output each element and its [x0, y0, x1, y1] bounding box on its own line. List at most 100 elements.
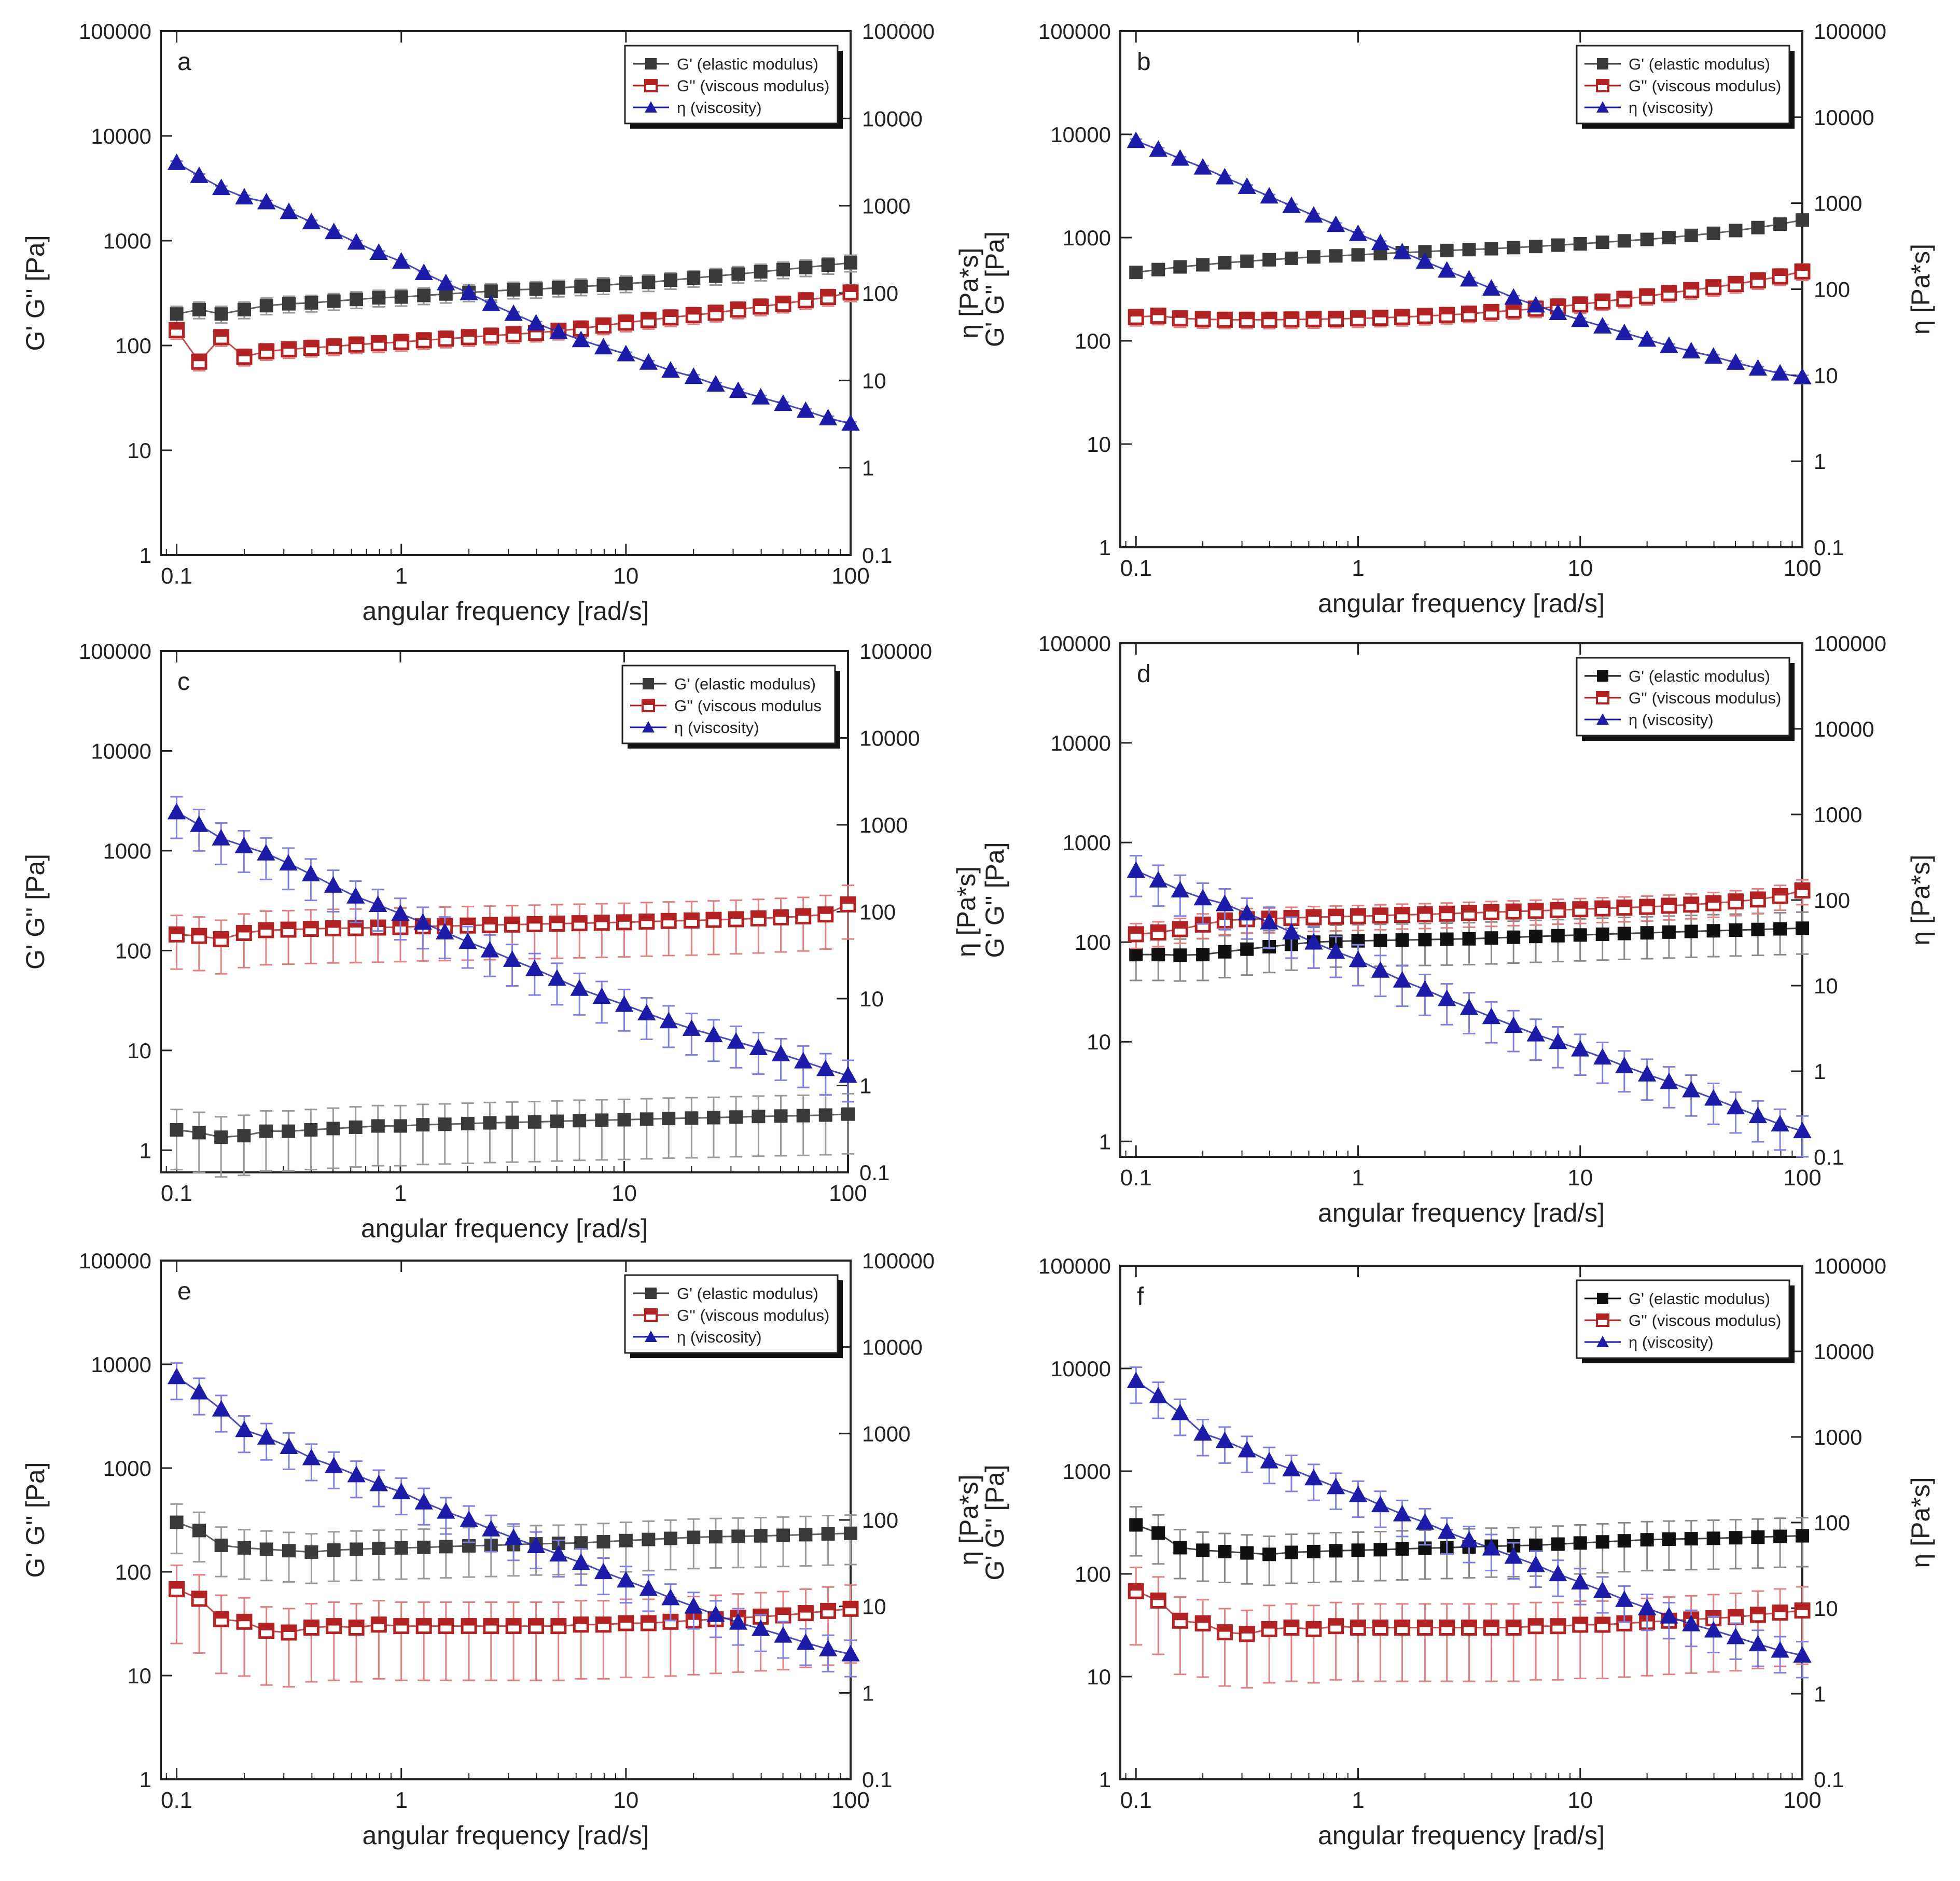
data-point	[1751, 220, 1765, 234]
data-point-fill	[484, 329, 498, 336]
data-point	[1573, 237, 1587, 251]
data-point-fill	[1595, 295, 1609, 301]
data-point	[1507, 930, 1521, 944]
y2-tick-label: 100	[1814, 1511, 1850, 1535]
chart-panel-d: 0.1 1 10 100 1 10 100 1000 10000 100000 0.1 1 10 100 1…	[980, 631, 1935, 1227]
data-point	[526, 1537, 546, 1553]
data-point-fill	[214, 330, 228, 337]
data-point	[282, 1124, 296, 1138]
data-point	[1793, 1122, 1812, 1139]
data-point	[1504, 1016, 1523, 1033]
y-tick-label: 1000	[1063, 831, 1111, 855]
data-point	[1751, 1530, 1765, 1544]
data-point	[1640, 1533, 1654, 1547]
data-point-fill	[507, 1619, 521, 1626]
legend-marker	[1596, 1336, 1609, 1347]
data-point	[1462, 932, 1476, 946]
y2-tick-label: 1000	[859, 813, 908, 837]
data-point	[170, 1123, 184, 1137]
data-point	[1615, 1056, 1634, 1073]
legend-marker	[643, 678, 654, 689]
x-axis-label: angular frequency [rad/s]	[1318, 1821, 1605, 1850]
data-point	[1129, 948, 1143, 962]
data-point	[212, 828, 230, 846]
data-point	[615, 995, 634, 1012]
data-point-fill	[1573, 297, 1587, 304]
data-point	[1284, 251, 1298, 265]
x-tick-label: 10	[1567, 1165, 1593, 1191]
data-point	[637, 1003, 656, 1020]
data-point	[237, 302, 251, 316]
series-viscosity	[1127, 854, 1812, 1158]
data-point	[1215, 1431, 1234, 1448]
y-tick-label: 10	[127, 438, 151, 463]
y2-tick-label: 1000	[1814, 191, 1862, 216]
data-point	[1196, 258, 1210, 272]
data-point	[1771, 1115, 1789, 1132]
data-point	[257, 192, 276, 210]
data-point	[235, 1420, 254, 1437]
data-point-fill	[1329, 910, 1343, 917]
data-point	[1173, 948, 1187, 962]
data-point	[1482, 1007, 1501, 1025]
data-point	[729, 1613, 747, 1630]
y2-axis-label: η [Pa*s]	[954, 247, 983, 338]
data-point	[574, 1536, 588, 1550]
series-elastic	[1129, 911, 1809, 982]
data-point	[372, 1541, 386, 1555]
data-point	[754, 1529, 768, 1543]
data-point	[347, 1465, 366, 1483]
data-point	[818, 1108, 832, 1122]
data-point-fill	[439, 331, 453, 338]
x-axis-label: angular frequency [rad/s]	[362, 597, 649, 626]
y-tick-label: 1000	[1063, 1459, 1111, 1484]
data-point-fill	[1218, 313, 1232, 320]
y2-tick-label: 1000	[862, 1421, 910, 1446]
data-point	[1593, 1048, 1612, 1065]
y2-tick-label: 1	[1814, 1682, 1826, 1706]
y-tick-label: 100	[1075, 329, 1111, 353]
data-point-fill	[372, 1617, 386, 1624]
data-point-fill	[663, 311, 677, 317]
data-point-fill	[1706, 896, 1720, 903]
data-point	[821, 1527, 835, 1541]
legend-marker	[645, 1288, 657, 1299]
data-point-fill	[799, 293, 813, 300]
data-point	[1171, 881, 1190, 897]
data-point	[214, 307, 228, 321]
x-tick-label: 0.1	[1120, 1788, 1152, 1813]
data-point	[1215, 894, 1234, 911]
data-point	[1771, 364, 1789, 381]
legend-marker-fill	[645, 80, 657, 85]
data-point	[1796, 921, 1809, 935]
data-point-fill	[1773, 269, 1787, 276]
data-point	[1482, 279, 1501, 296]
data-point	[1238, 1441, 1256, 1458]
data-point	[1726, 353, 1745, 370]
data-point	[548, 969, 566, 986]
y2-tick-label: 100000	[1814, 19, 1886, 44]
data-point	[214, 1538, 228, 1552]
data-point	[350, 293, 364, 307]
data-point-fill	[1329, 312, 1343, 319]
data-point	[394, 290, 408, 304]
data-point	[687, 271, 701, 285]
data-point	[640, 1112, 654, 1126]
y2-tick-label: 10	[859, 987, 884, 1011]
data-point	[1660, 336, 1678, 353]
data-point-fill	[687, 308, 701, 315]
y-tick-label: 10000	[91, 124, 151, 148]
data-point-fill	[394, 1619, 408, 1626]
y-axis-label: G' G'' [Pa]	[21, 854, 50, 970]
data-point	[839, 1066, 857, 1083]
data-point	[1748, 1635, 1768, 1652]
data-point-fill	[1129, 310, 1143, 317]
data-point	[617, 1113, 631, 1127]
data-point	[392, 252, 411, 269]
data-point	[642, 275, 656, 289]
data-point	[592, 987, 611, 1004]
series-viscosity	[1127, 1366, 1812, 1679]
data-point	[1282, 923, 1301, 939]
data-point	[1729, 923, 1743, 937]
data-point-fill	[372, 336, 386, 343]
